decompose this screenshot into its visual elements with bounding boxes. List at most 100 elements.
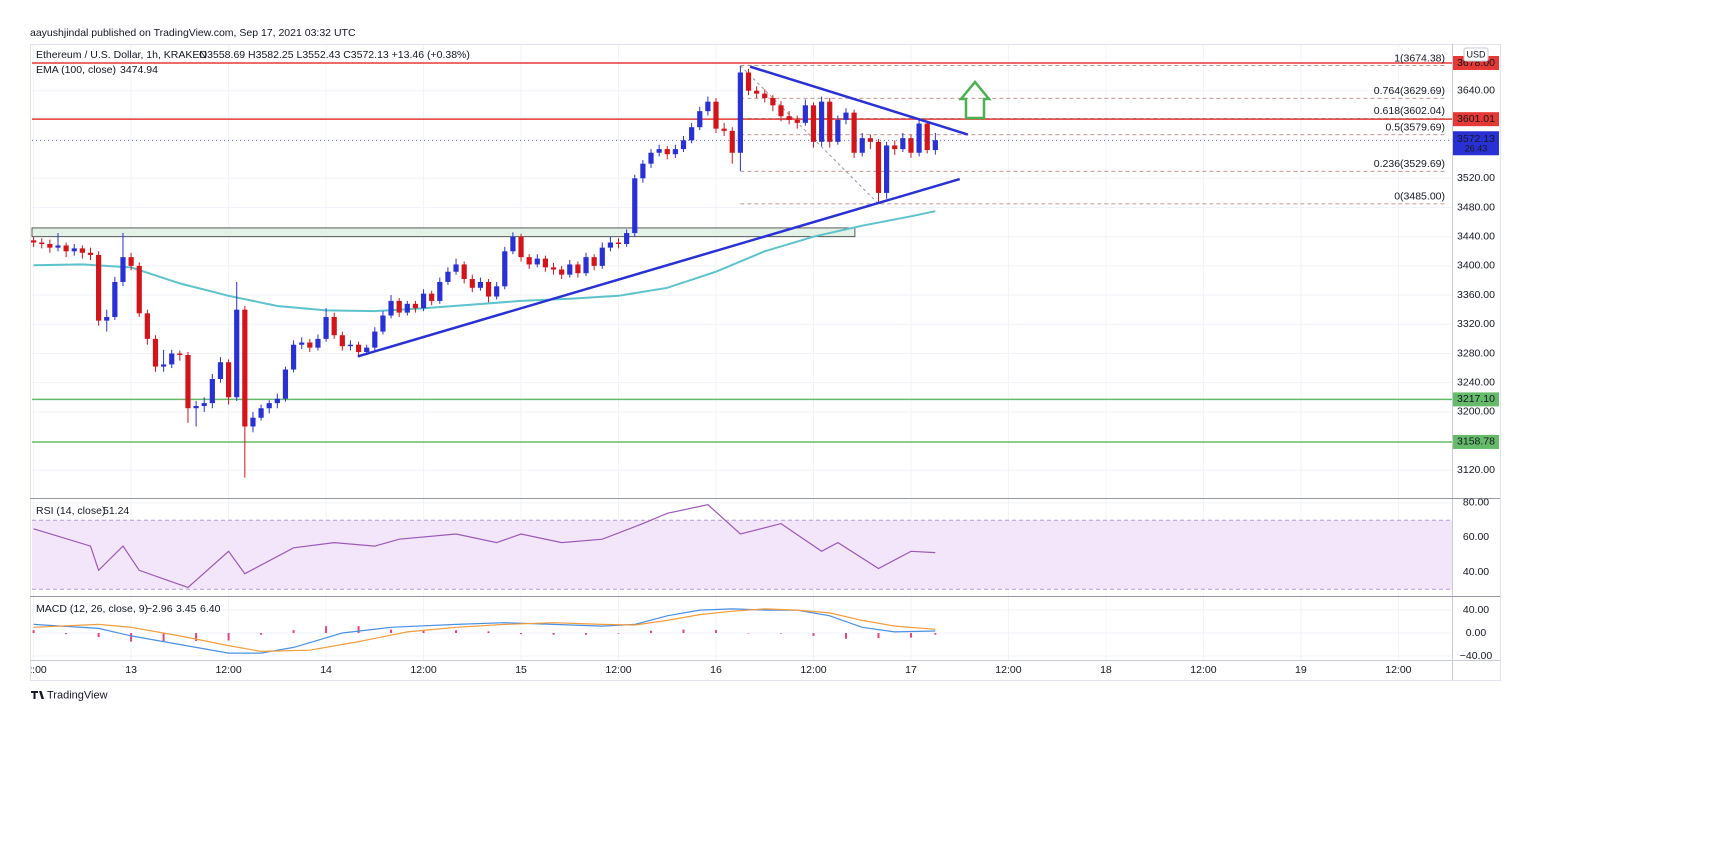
candle-body [697, 111, 703, 128]
candle-body [161, 364, 167, 367]
x-tick-label: 12:00 [20, 664, 46, 676]
candle-body [908, 138, 914, 153]
candle-body [420, 293, 427, 309]
fib-label: 0.764(3629.69) [1374, 85, 1445, 97]
x-tick-label: 18 [1100, 664, 1112, 676]
candle-body [591, 257, 597, 266]
macd-legend: MACD (12, 26, close, 9) [36, 603, 148, 615]
ema-value: 3474.94 [120, 64, 158, 76]
candle-body [526, 257, 532, 265]
candle-body [729, 130, 735, 153]
candle-body [672, 149, 678, 155]
macd-histogram-bar [520, 633, 523, 635]
candle-body [794, 119, 800, 123]
level-tag [1453, 112, 1499, 127]
rsi-line [33, 504, 936, 589]
candle-body [339, 335, 345, 347]
x-tick-label: 12:00 [800, 664, 826, 676]
candle-body [112, 281, 118, 317]
fib-label: 0.618(3602.04) [1374, 105, 1445, 117]
candle-body [104, 316, 110, 321]
macd-histogram-bar [292, 630, 295, 634]
candle-body [932, 140, 938, 151]
candle-body [380, 315, 386, 332]
candle-body [827, 101, 833, 142]
candle-body [802, 105, 808, 123]
candle-body [648, 152, 654, 164]
candle-body [867, 138, 873, 142]
y-tick-label: 3520.00 [1457, 172, 1495, 184]
macd-histogram-bar [357, 626, 360, 634]
y-tick-label: 3480.00 [1457, 201, 1495, 213]
candle-body [404, 303, 410, 313]
candle-body [615, 242, 622, 244]
x-tick-label: 16 [710, 664, 722, 676]
level-label: 3601.01 [1457, 113, 1495, 125]
macd-histogram-bar [32, 630, 35, 634]
candle-body [31, 240, 37, 243]
candle-body [258, 408, 264, 418]
candle-body [664, 149, 670, 155]
x-tick-label: 13 [125, 664, 137, 676]
candle-body [63, 245, 69, 252]
candle-body [242, 309, 248, 427]
y-tick-label: 3440.00 [1457, 230, 1495, 242]
candle-body [177, 353, 183, 355]
candle-body [518, 236, 524, 258]
candle-body [388, 300, 394, 316]
ohlc-legend: O3558.69 H3582.25 L3552.43 C3572.13 +13.… [199, 49, 470, 61]
candle-body [372, 331, 378, 348]
chart-frame [30, 44, 1501, 681]
last-price-tag [1453, 131, 1499, 156]
candle-body [494, 286, 500, 297]
candle-body [128, 257, 134, 266]
macd-histogram-bar [260, 633, 263, 635]
candle-body [762, 93, 768, 99]
y-tick-label: 3360.00 [1457, 289, 1495, 301]
countdown: 26:43 [1465, 144, 1488, 154]
y-tick-label: 80.00 [1463, 497, 1489, 509]
time-axis: 12:00 13 12:00 14 12:00 15 12:00 16 12:00 17 12:00… [20, 664, 1412, 676]
candle-body [396, 300, 402, 313]
candle-body [225, 362, 232, 398]
candle-body [689, 127, 695, 141]
candle-body [721, 128, 727, 131]
level-tag [1453, 392, 1499, 407]
candle-body [185, 354, 191, 409]
candle-body [640, 163, 646, 179]
candle-body [323, 316, 329, 339]
candle-body [835, 119, 841, 142]
ema-legend: EMA (100, close) [36, 64, 116, 76]
level-label: 3217.10 [1457, 393, 1495, 405]
x-tick-label: 12:00 [1385, 664, 1411, 676]
candle-body [900, 138, 906, 150]
candle-body [96, 254, 102, 321]
candle-body [429, 293, 435, 301]
logo-mark [31, 691, 44, 699]
candle-body [209, 379, 215, 404]
level-label: 3158.78 [1457, 436, 1495, 448]
candle-body [713, 101, 719, 129]
macd-histogram-bar [195, 633, 198, 642]
macd-histogram-bar [487, 631, 490, 634]
candle-body [542, 258, 549, 268]
macd-line [33, 608, 936, 654]
breakout-arrow [958, 80, 992, 120]
candle-body [559, 269, 565, 275]
candle-body [315, 338, 321, 348]
candle-body [892, 145, 898, 150]
currency: USD [1466, 49, 1486, 59]
rsi-pane [32, 499, 1452, 596]
x-tick-label: 12:00 [410, 664, 436, 676]
candle-body [851, 112, 857, 153]
macd-value: 3.45 [176, 603, 197, 615]
macd-histogram-bar [682, 629, 685, 634]
fib-diagonal [740, 65, 879, 205]
y-tick-label: 40.00 [1463, 566, 1489, 578]
rsi-legend: RSI (14, close) [36, 505, 105, 517]
candle-body [290, 344, 297, 370]
candle-body [624, 233, 630, 244]
candle-body [217, 362, 224, 380]
candle-body [567, 264, 573, 275]
